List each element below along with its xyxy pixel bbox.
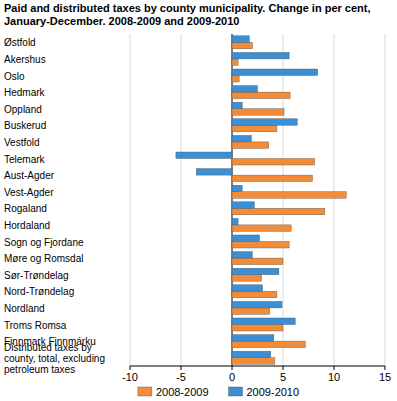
- bar: [232, 275, 262, 282]
- tick-mark: [130, 366, 131, 370]
- category-label: Vestfold: [4, 137, 40, 148]
- grid-line: [181, 34, 182, 366]
- tick-label: 15: [379, 371, 391, 383]
- category-label: Vest-Agder: [4, 187, 54, 198]
- grid-line: [385, 34, 386, 366]
- tick-label: -5: [176, 371, 186, 383]
- category-label: Østfold: [4, 37, 36, 48]
- bar: [232, 42, 252, 49]
- x-axis: [130, 366, 385, 367]
- bar: [232, 159, 315, 166]
- grid-line: [283, 34, 284, 366]
- category-label: Hordaland: [4, 220, 50, 231]
- category-label: Sør-Trøndelag: [4, 270, 69, 281]
- bar: [232, 258, 283, 265]
- bar: [232, 325, 283, 332]
- title: Paid and distributed taxes by county mun…: [4, 2, 371, 27]
- bar: [232, 86, 258, 93]
- bar: [232, 36, 249, 43]
- category-label: Telemark: [4, 154, 46, 165]
- tick-label: -10: [122, 371, 138, 383]
- bar: [232, 192, 346, 199]
- category-label: Møre og Romsdal: [4, 253, 83, 264]
- bar: [232, 318, 295, 325]
- bar: [232, 202, 254, 209]
- tick-mark: [385, 366, 386, 370]
- category-label: Sogn og Fjordane: [4, 237, 84, 248]
- tick-label: 5: [280, 371, 286, 383]
- legend-swatch: [229, 387, 243, 396]
- bar: [232, 185, 242, 192]
- bar: [232, 142, 269, 149]
- tick-label: 10: [328, 371, 340, 383]
- category-label: Rogaland: [4, 203, 47, 214]
- bar: [232, 268, 279, 275]
- legend: 2008-2009 2009-2010: [138, 386, 299, 398]
- tick-mark: [334, 366, 335, 370]
- bar: [232, 135, 251, 142]
- grid-line: [130, 34, 131, 366]
- category-label: Distributed taxes bycounty, total, exclu…: [4, 342, 105, 375]
- bar: [232, 285, 263, 292]
- category-label: Hedmark: [4, 87, 46, 98]
- bar: [232, 125, 277, 132]
- bar: [232, 92, 290, 99]
- bar: [232, 52, 289, 59]
- bar: [232, 225, 291, 232]
- bars: [176, 36, 346, 364]
- category-label: Troms Romsa: [4, 320, 67, 331]
- bar: [176, 152, 232, 159]
- bar: [232, 358, 275, 365]
- bar: [232, 208, 325, 215]
- bar: [232, 308, 270, 315]
- grid-line: [334, 34, 335, 366]
- legend-label: 2009-2010: [247, 386, 300, 398]
- bar: [232, 301, 282, 308]
- category-label: Oppland: [4, 104, 42, 115]
- tick-mark: [181, 366, 182, 370]
- bar: [232, 341, 305, 348]
- bar: [232, 218, 238, 225]
- bar: [232, 335, 274, 342]
- category-label: Nord-Trøndelag: [4, 286, 74, 297]
- category-label: Buskerud: [4, 120, 46, 131]
- bar: [232, 242, 289, 249]
- category-label: Akershus: [4, 54, 46, 65]
- category-label: Aust-Agder: [4, 170, 55, 181]
- bar: [232, 119, 297, 126]
- chart: Paid and distributed taxes by county mun…: [0, 0, 397, 401]
- legend-label: 2008-2009: [156, 386, 209, 398]
- bar: [232, 252, 252, 259]
- bar: [196, 169, 232, 176]
- bar: [232, 235, 260, 242]
- bar: [232, 351, 271, 358]
- bar: [232, 109, 284, 116]
- bar: [232, 291, 277, 298]
- tick-label: 0: [229, 371, 235, 383]
- tick-mark: [232, 366, 233, 370]
- tick-mark: [283, 366, 284, 370]
- bar: [232, 175, 313, 182]
- category-label: Nordland: [4, 303, 45, 314]
- bar: [232, 76, 239, 83]
- bar: [232, 102, 242, 109]
- bar: [232, 59, 238, 66]
- legend-swatch: [138, 387, 152, 396]
- grid-line: [232, 34, 233, 366]
- bar: [232, 69, 318, 76]
- category-label: Oslo: [4, 71, 25, 82]
